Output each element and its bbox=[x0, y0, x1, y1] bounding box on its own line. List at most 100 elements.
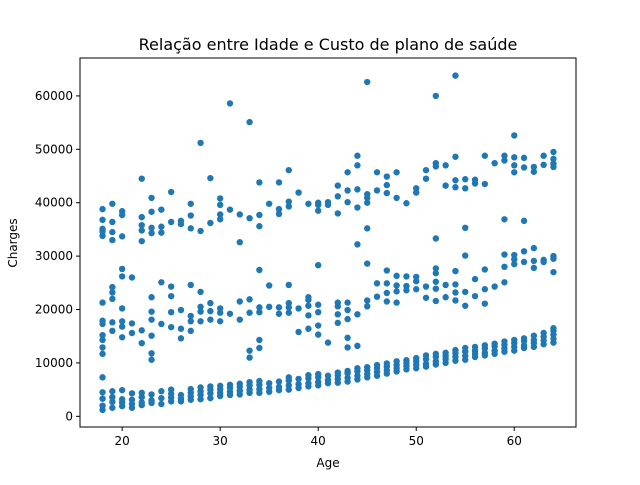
data-point bbox=[226, 310, 234, 317]
data-point bbox=[520, 217, 528, 225]
data-point bbox=[295, 189, 302, 196]
data-point bbox=[177, 306, 185, 314]
data-point bbox=[109, 228, 116, 236]
data-point bbox=[550, 325, 557, 332]
data-point bbox=[432, 235, 440, 242]
data-point bbox=[432, 350, 440, 358]
data-point bbox=[275, 179, 283, 186]
data-point bbox=[99, 344, 106, 351]
data-point bbox=[373, 361, 381, 369]
data-point bbox=[422, 294, 430, 301]
data-point bbox=[118, 318, 126, 325]
data-point bbox=[471, 292, 479, 300]
data-point bbox=[315, 262, 322, 269]
data-point bbox=[393, 358, 400, 365]
data-point bbox=[520, 335, 528, 342]
data-point bbox=[148, 308, 155, 315]
data-point bbox=[128, 274, 136, 281]
data-point bbox=[501, 279, 508, 286]
data-point bbox=[315, 301, 322, 308]
data-point bbox=[393, 272, 400, 280]
data-point bbox=[530, 264, 538, 272]
data-point bbox=[256, 308, 263, 316]
data-point bbox=[99, 205, 106, 213]
data-point bbox=[403, 282, 410, 290]
data-point bbox=[373, 293, 381, 300]
data-point bbox=[187, 318, 194, 325]
y-tick-label: 10000 bbox=[35, 356, 73, 370]
data-point bbox=[256, 304, 263, 311]
data-point bbox=[236, 316, 243, 323]
data-point bbox=[226, 381, 234, 389]
data-point bbox=[354, 311, 361, 318]
data-point bbox=[285, 198, 292, 205]
data-point bbox=[530, 257, 538, 265]
x-tick-label: 30 bbox=[213, 434, 228, 448]
data-point bbox=[413, 354, 420, 362]
data-point bbox=[324, 339, 332, 346]
data-point bbox=[275, 205, 283, 213]
data-point bbox=[511, 251, 518, 259]
data-point bbox=[118, 305, 126, 312]
data-point bbox=[109, 393, 116, 401]
data-point bbox=[118, 273, 126, 280]
data-point bbox=[442, 294, 449, 301]
data-point bbox=[403, 357, 410, 364]
data-point bbox=[452, 289, 459, 296]
data-point bbox=[197, 227, 204, 235]
data-point bbox=[265, 303, 273, 311]
data-point bbox=[354, 152, 361, 159]
data-point bbox=[344, 334, 351, 342]
data-point bbox=[422, 352, 430, 359]
data-point bbox=[246, 296, 253, 303]
data-point bbox=[109, 398, 116, 406]
data-point bbox=[177, 335, 185, 342]
data-point bbox=[403, 200, 410, 207]
data-point bbox=[109, 218, 116, 226]
data-point bbox=[187, 225, 194, 232]
data-point bbox=[99, 216, 106, 223]
data-point bbox=[305, 200, 312, 207]
data-point bbox=[344, 367, 351, 375]
data-point bbox=[118, 334, 126, 341]
data-point bbox=[295, 375, 302, 383]
data-point bbox=[118, 386, 126, 394]
data-point bbox=[256, 344, 263, 352]
data-point bbox=[540, 256, 547, 264]
data-point bbox=[452, 72, 459, 79]
data-point bbox=[432, 278, 440, 285]
data-point bbox=[305, 294, 312, 301]
data-point bbox=[216, 195, 224, 202]
data-point bbox=[99, 389, 106, 396]
data-point bbox=[550, 148, 557, 156]
data-point bbox=[393, 299, 400, 306]
data-point bbox=[118, 208, 126, 215]
data-point bbox=[295, 305, 302, 312]
data-point bbox=[158, 206, 165, 213]
data-point bbox=[462, 288, 469, 296]
data-point bbox=[285, 299, 292, 307]
data-point bbox=[452, 267, 459, 275]
data-point bbox=[216, 201, 224, 209]
data-point bbox=[383, 189, 391, 197]
data-point bbox=[550, 160, 557, 167]
y-tick-label: 0 bbox=[65, 409, 73, 423]
plot-frame bbox=[79, 57, 577, 428]
data-point bbox=[305, 325, 312, 332]
y-tick-label: 60000 bbox=[35, 89, 73, 103]
data-point bbox=[462, 176, 469, 183]
data-point bbox=[167, 386, 175, 393]
data-point bbox=[187, 200, 194, 207]
data-point bbox=[158, 279, 165, 286]
data-point bbox=[530, 163, 538, 171]
data-point bbox=[138, 399, 145, 406]
data-point bbox=[393, 194, 400, 202]
data-point bbox=[481, 152, 489, 159]
data-point bbox=[99, 317, 106, 324]
chart-title: Relação entre Idade e Custo de plano de … bbox=[139, 35, 518, 54]
data-point bbox=[344, 306, 351, 314]
data-point bbox=[246, 378, 253, 386]
data-point bbox=[109, 319, 116, 326]
data-point bbox=[138, 227, 145, 234]
